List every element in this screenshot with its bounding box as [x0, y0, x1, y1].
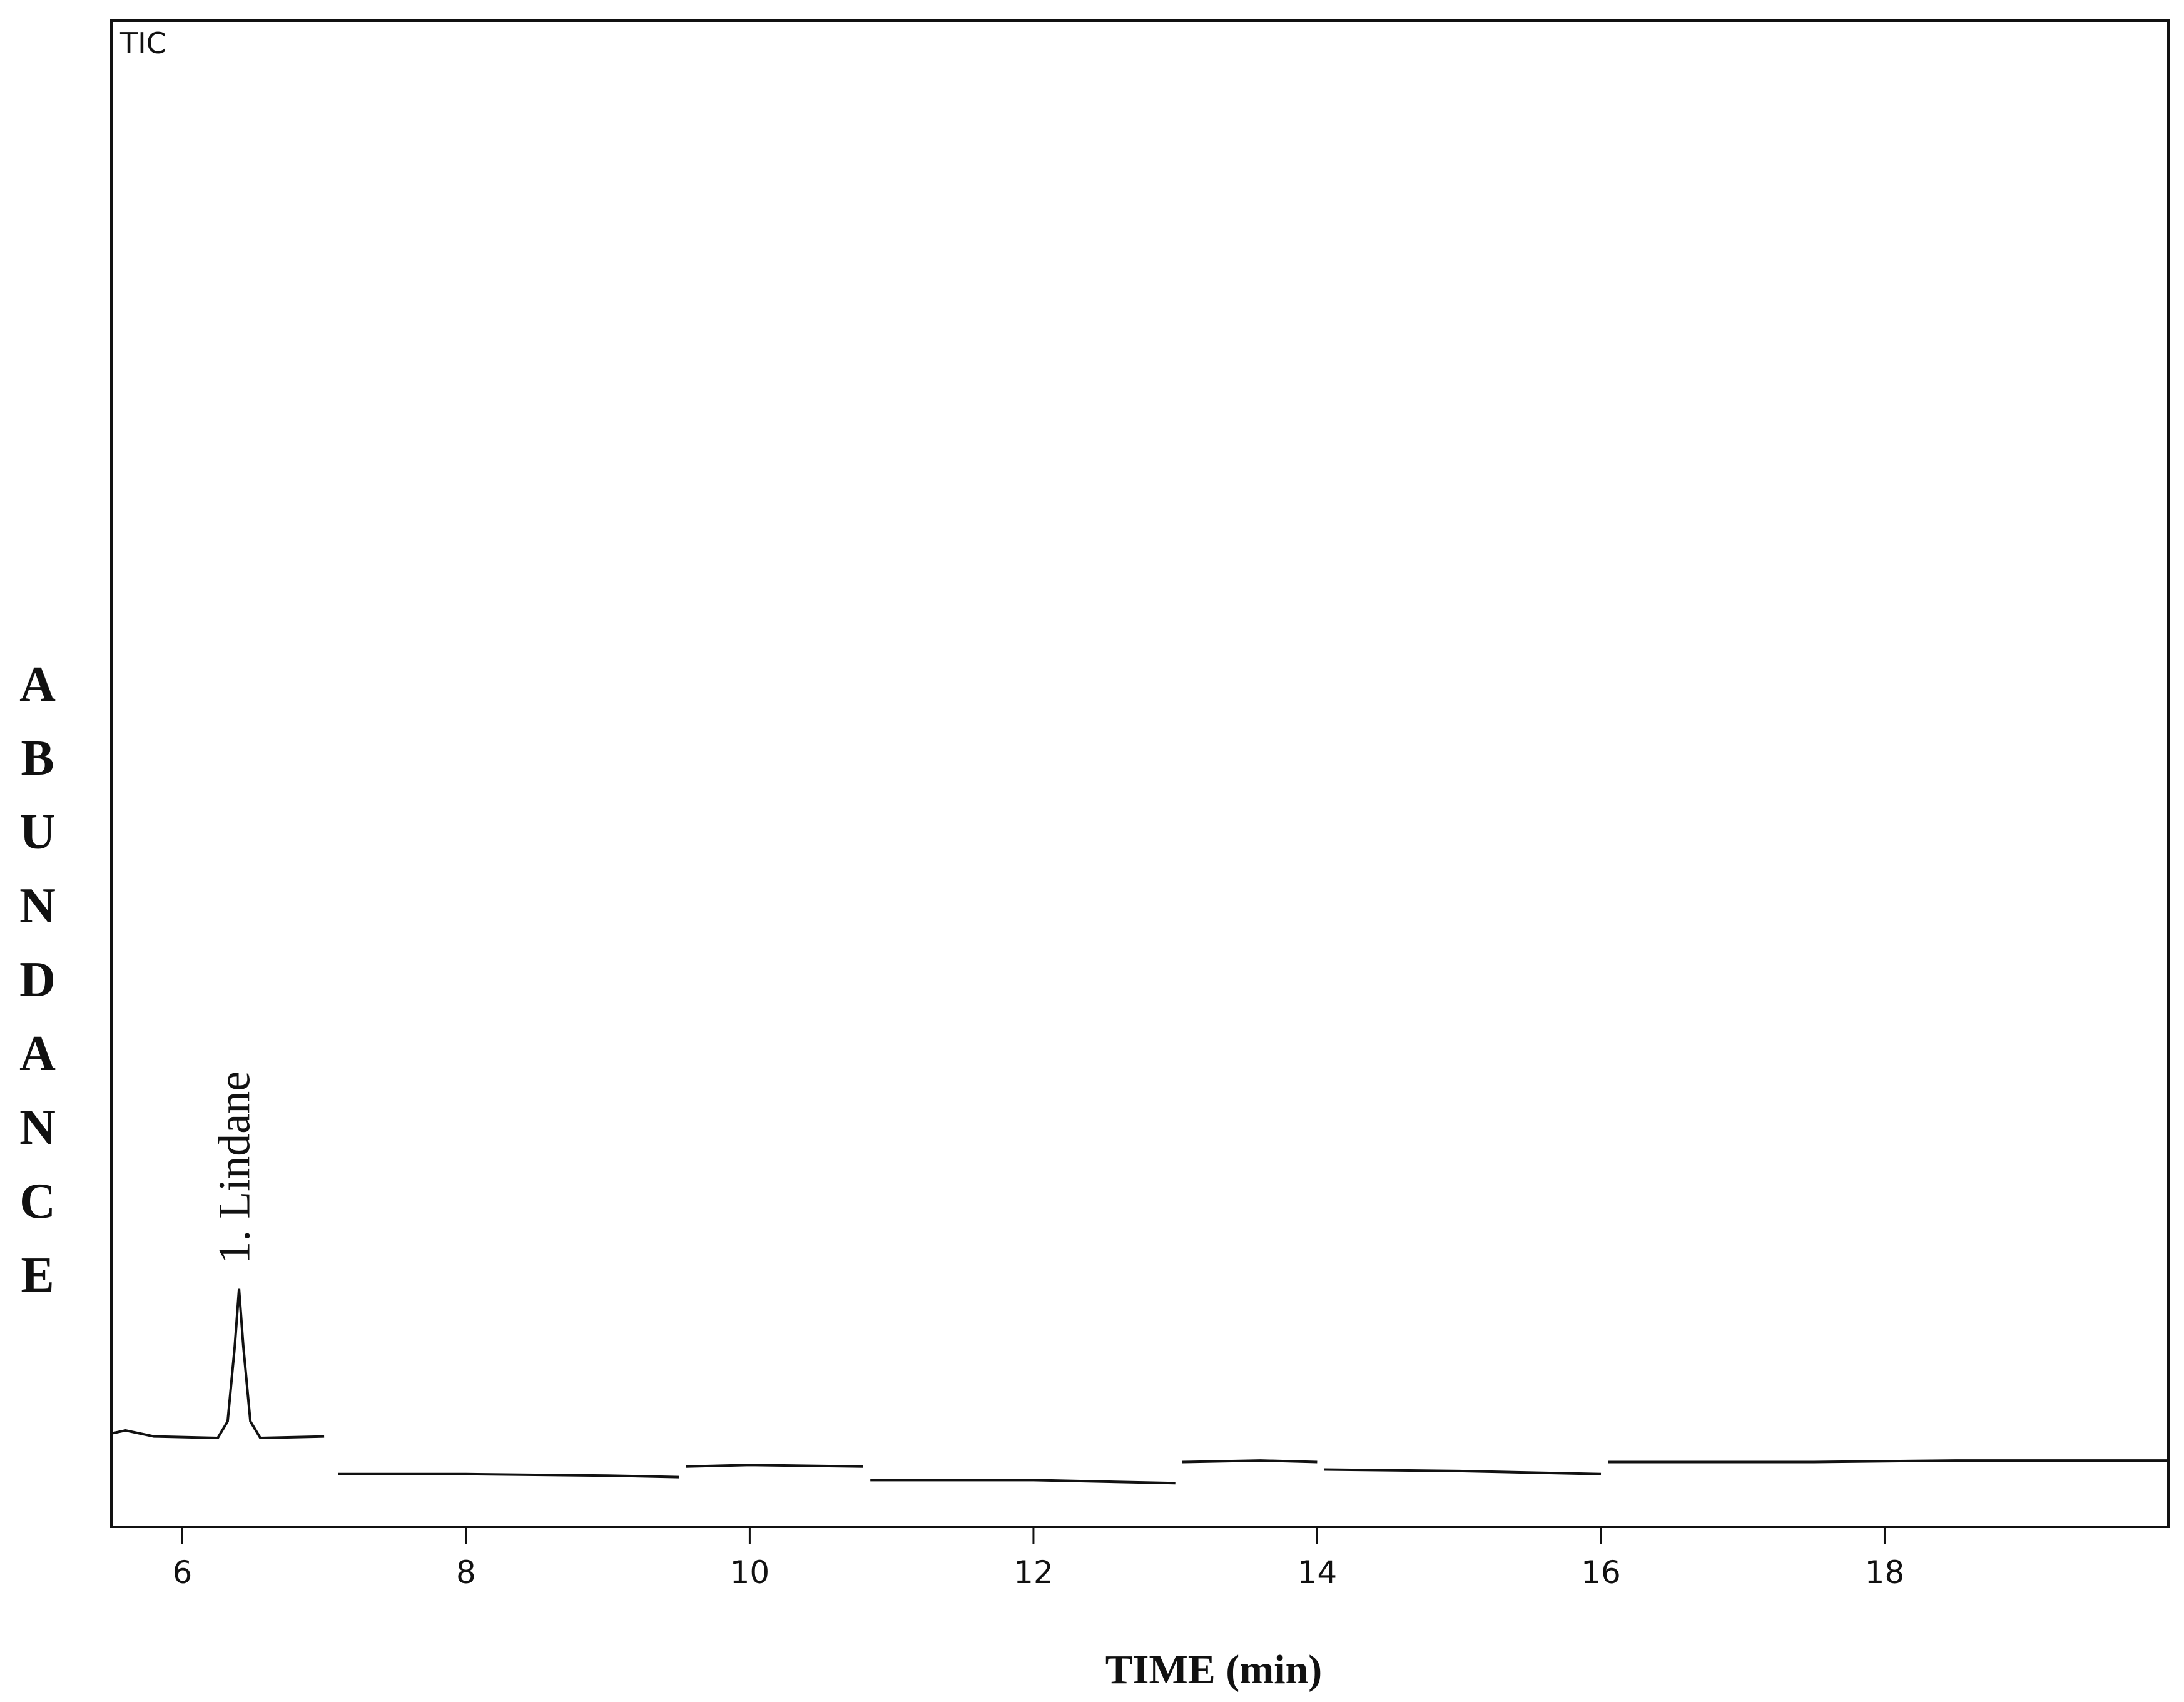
trace-line [111, 1288, 2168, 1485]
x-tick-label: 10 [730, 1554, 770, 1591]
x-tick-label: 8 [456, 1554, 476, 1591]
x-tick-label: 6 [172, 1554, 192, 1591]
y-axis-label: ABUNDANCE [10, 657, 65, 1322]
trace-label: TIC [119, 26, 166, 60]
x-tick-label: 14 [1298, 1554, 1338, 1591]
plot-frame [110, 19, 2170, 1528]
x-tick-label: 12 [1013, 1554, 1054, 1591]
peak-annotation: 1. Lindane [210, 1071, 260, 1264]
x-axis-label: TIME (min) [1105, 1647, 1323, 1693]
x-tick-label: 18 [1865, 1554, 1905, 1591]
x-tick-label: 16 [1581, 1554, 1621, 1591]
